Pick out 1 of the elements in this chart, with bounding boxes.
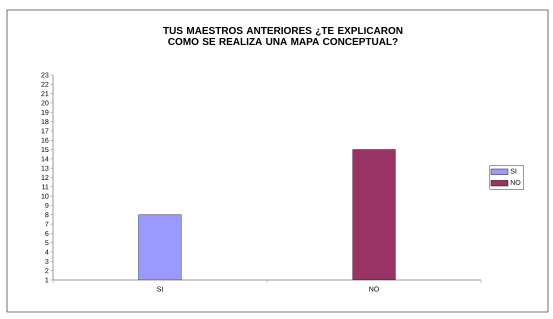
chart-title: TUS MAESTROS ANTERIORES ¿TE EXPLICARON COMO SE REALIZA UNA MAPA CONCEPTUAL?: [163, 26, 402, 46]
